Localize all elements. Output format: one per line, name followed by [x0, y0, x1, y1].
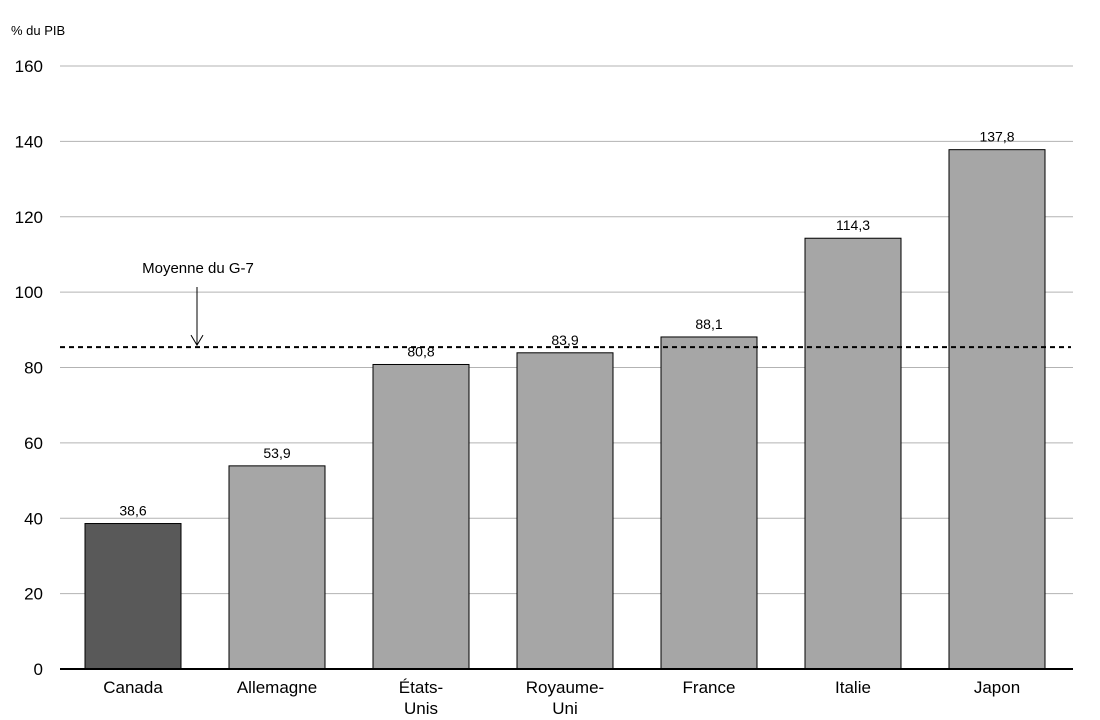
reference-line-label: Moyenne du G-7 [142, 260, 254, 277]
x-category-label: Italie [835, 678, 871, 697]
x-category-label: Canada [103, 678, 163, 697]
y-tick-label: 60 [24, 434, 43, 453]
y-tick-label: 0 [34, 660, 43, 679]
data-label: 38,6 [119, 503, 146, 519]
bar-5 [660, 336, 758, 670]
x-category-label: France [683, 678, 736, 697]
data-label: 114,3 [836, 217, 870, 233]
value-labels: 38,6 53,9 80,8 83,9 88,1 114,3 137,8 [119, 129, 1014, 519]
y-tick-label: 80 [24, 359, 43, 378]
x-category-label: Allemagne [237, 678, 317, 697]
bars [84, 149, 1046, 670]
data-label: 53,9 [263, 445, 290, 461]
arrowhead-icon [190, 334, 204, 347]
y-tick-label: 40 [24, 509, 43, 528]
x-category-label: Japon [974, 678, 1020, 697]
x-category-label: États-Unis [399, 678, 443, 718]
y-tick-label: 20 [24, 585, 43, 604]
bar-7 [948, 149, 1046, 670]
bar-2 [228, 465, 326, 670]
y-axis-ticks: 0 20 40 60 80 100 120 140 160 [15, 57, 43, 679]
data-label: 137,8 [979, 129, 1014, 145]
data-label: 80,8 [407, 343, 434, 359]
reference-line-group: Moyenne du G-7 [60, 260, 1071, 349]
bar-3 [372, 363, 470, 670]
y-tick-label: 120 [15, 208, 43, 227]
data-label: 83,9 [551, 332, 578, 348]
bar-6 [804, 237, 902, 670]
y-tick-label: 160 [15, 57, 43, 76]
bar-4 [516, 352, 614, 670]
data-label: 88,1 [695, 316, 722, 332]
x-category-label: Royaume-Uni [526, 678, 604, 718]
y-axis-unit-label: % du PIB [11, 23, 65, 38]
bar-1 [84, 523, 182, 670]
y-tick-label: 100 [15, 283, 43, 302]
y-tick-label: 140 [15, 132, 43, 151]
category-labels: Canada Allemagne États-Unis Royaume-Uni Fran… [103, 678, 1020, 718]
